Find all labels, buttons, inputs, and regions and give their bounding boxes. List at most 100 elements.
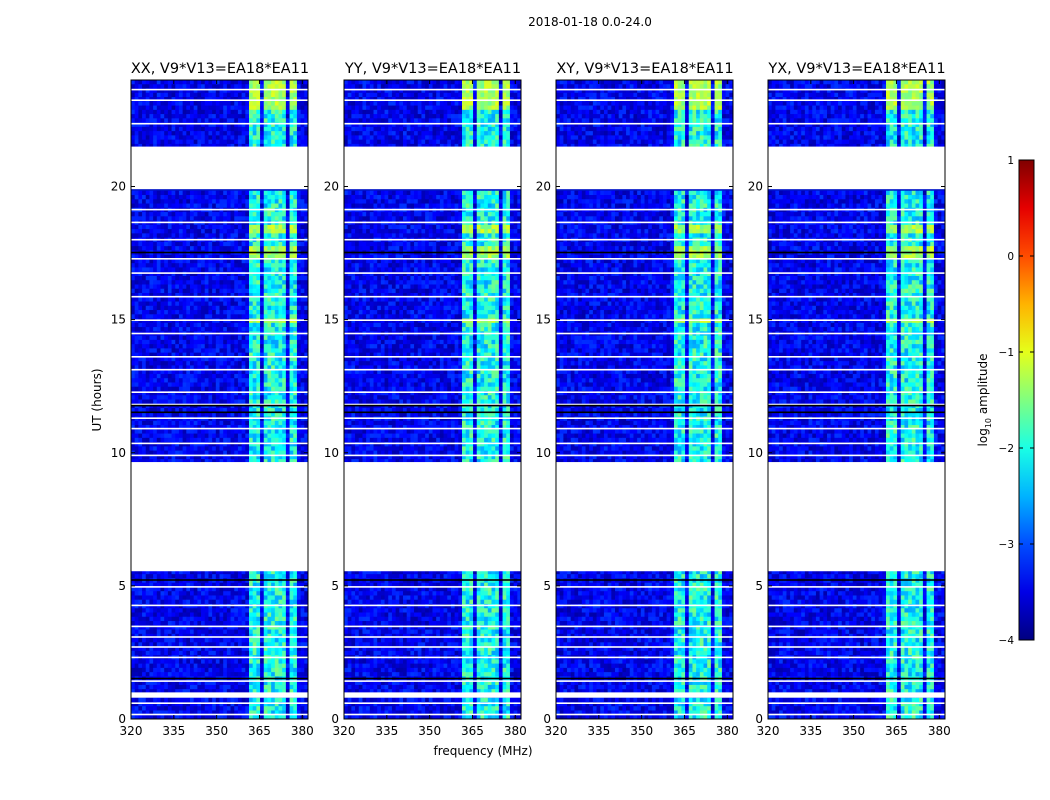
heatmap-cell [153,382,158,388]
heatmap-cell [260,442,265,447]
heatmap-cell [160,284,165,290]
heatmap-cell [300,574,305,579]
heatmap-cell [208,638,213,643]
heatmap-cell [182,574,187,579]
heatmap-cell [267,595,272,601]
heatmap-cell [274,442,279,447]
heatmap-cell [271,190,276,196]
heatmap-cell [145,335,150,341]
heatmap-cell [167,638,172,643]
heatmap-cell [212,365,217,371]
heatmap-cell [234,275,239,281]
heatmap-cell [271,599,276,605]
heatmap-cell [278,659,283,665]
heatmap-cell [131,280,136,285]
heatmap-cell [145,450,150,456]
heatmap-cell [249,442,254,447]
heatmap-cell [252,642,257,647]
heatmap-cell [131,203,136,209]
heatmap-cell [193,229,198,234]
heatmap-cell [278,382,283,388]
heatmap-cell [241,122,246,128]
heatmap-cell [219,327,224,332]
heatmap-cell [131,454,136,460]
heatmap-cell [142,126,147,132]
heatmap-cell [249,190,254,196]
heatmap-cell [282,301,287,307]
heatmap-cell [160,659,165,665]
heatmap-cell [197,408,202,413]
heatmap-cell [175,352,180,358]
heatmap-cell [212,621,217,626]
heatmap-cell [193,356,198,362]
heatmap-cell [175,442,180,447]
heatmap-cell [256,224,261,230]
heatmap-cell [289,271,294,277]
heatmap-cell [219,395,224,400]
heatmap-cell [156,267,161,273]
heatmap-cell [215,608,220,613]
heatmap-cell [293,275,298,281]
heatmap-cell [197,109,202,115]
heatmap-cell [226,373,231,379]
heatmap-cell [226,646,231,652]
heatmap-cell [245,642,250,647]
heatmap-cell [208,288,213,294]
heatmap-cell [263,190,268,196]
heatmap-cell [201,386,206,392]
heatmap-cell [215,339,220,345]
heatmap-cell [263,629,268,635]
heatmap-cell [193,569,198,575]
heatmap-cell [190,608,195,613]
heatmap-cell [260,365,265,371]
heatmap-cell [249,595,254,601]
heatmap-cell [175,450,180,456]
heatmap-cell [289,633,294,639]
heatmap-cell [271,659,276,665]
heatmap-cell [300,241,305,247]
heatmap-cell [160,429,165,434]
heatmap-cell [215,254,220,260]
heatmap-cell [193,395,198,400]
heatmap-cell [241,582,246,588]
heatmap-cell [219,263,224,268]
heatmap-cell [234,199,239,204]
heatmap-cell [208,310,213,315]
heatmap-cell [212,459,217,464]
heatmap-cell [274,638,279,643]
heatmap-cell [241,97,246,102]
heatmap-cell [208,599,213,605]
heatmap-cell [223,122,228,128]
heatmap-cell [204,603,209,609]
heatmap-cell [153,335,158,341]
heatmap-cell [197,199,202,204]
heatmap-cell [138,433,143,439]
heatmap-cell [300,437,305,443]
heatmap-cell [260,454,265,460]
heatmap-cell [271,97,276,102]
heatmap-cell [234,224,239,230]
heatmap-cell [186,582,191,588]
heatmap-cell [156,642,161,647]
heatmap-cell [237,450,243,456]
heatmap-cell [241,591,246,596]
heatmap-cell [201,122,206,128]
heatmap-cell [171,595,176,601]
heatmap-cell [226,633,231,639]
heatmap-cell [160,625,165,630]
heatmap-cell [160,84,165,89]
heatmap-cell [234,216,239,221]
heatmap-cell [142,373,147,379]
heatmap-cell [212,429,217,434]
heatmap-cell [241,638,246,643]
heatmap-cell [197,131,202,136]
heatmap-cell [223,258,228,264]
heatmap-cell [278,327,283,332]
heatmap-cell [212,101,217,106]
heatmap-cell [230,642,235,647]
heatmap-cell [134,135,139,141]
heatmap-cell [245,254,250,260]
heatmap-cell [223,344,228,349]
heatmap-cell [278,454,283,460]
heatmap-cell [164,135,169,141]
